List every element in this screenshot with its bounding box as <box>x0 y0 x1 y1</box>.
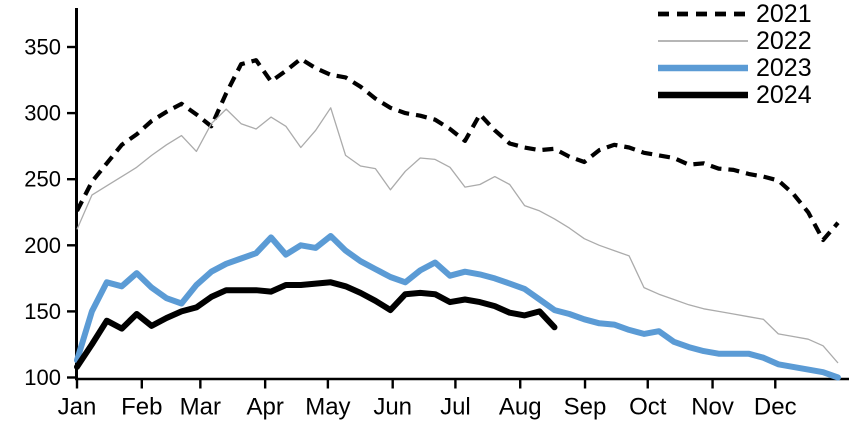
month-label-mar: Mar <box>180 394 221 421</box>
y-tick-label: 350 <box>24 35 61 60</box>
month-label-apr: Apr <box>246 394 283 421</box>
month-label-dec: Dec <box>754 394 797 421</box>
series-line-2023 <box>74 233 841 381</box>
legend-label-2022: 2022 <box>756 27 812 55</box>
month-label-sep: Sep <box>564 394 607 421</box>
legend-label-2021: 2021 <box>756 0 812 28</box>
y-tick-label: 100 <box>24 365 61 390</box>
series-line-2021 <box>75 56 840 243</box>
y-tick-label: 250 <box>24 167 61 192</box>
series-line-2022 <box>76 107 839 364</box>
legend-label-2023: 2023 <box>756 54 812 82</box>
y-tick-label: 300 <box>24 101 61 126</box>
y-tick-label: 150 <box>24 299 61 324</box>
legend-label-2024: 2024 <box>756 81 812 109</box>
month-label-may: May <box>305 394 350 421</box>
month-label-oct: Oct <box>629 394 667 421</box>
month-label-aug: Aug <box>499 394 542 421</box>
series-line-2024 <box>74 279 558 370</box>
month-label-jan: Jan <box>58 394 97 421</box>
y-tick-label: 200 <box>24 233 61 258</box>
month-label-jul: Jul <box>440 394 471 421</box>
month-label-feb: Feb <box>121 394 162 421</box>
month-label-nov: Nov <box>691 394 734 421</box>
month-label-jun: Jun <box>373 394 412 421</box>
